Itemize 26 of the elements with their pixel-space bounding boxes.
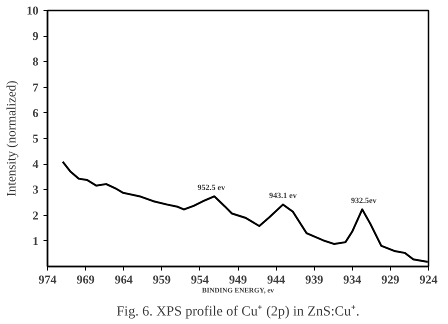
x-tick-label: 934 <box>343 272 362 286</box>
x-tick-label: 924 <box>420 272 438 286</box>
y-tick-label: 1 <box>32 234 38 248</box>
x-tick-label: 974 <box>38 272 56 286</box>
y-tick-label: 9 <box>32 29 38 44</box>
y-tick-label: 10 <box>26 4 38 18</box>
y-tick-label: 7 <box>32 80 38 94</box>
x-tick-label: 949 <box>229 272 247 286</box>
annotation: 952.5 ev <box>198 183 226 192</box>
x-tick-label: 944 <box>267 272 286 286</box>
annotation: 932.5ev <box>350 196 377 205</box>
y-axis-title: Intensity (normalized) <box>4 80 18 196</box>
x-tick-label: 929 <box>381 272 400 286</box>
x-tick-label: 964 <box>114 272 133 286</box>
x-tick-label: 954 <box>190 272 209 286</box>
x-tick-label: 939 <box>305 272 324 286</box>
y-tick-label: 6 <box>32 106 38 120</box>
annotation: 943.1 ev <box>269 190 297 200</box>
y-tick-label: 3 <box>32 182 38 197</box>
y-tick-label: 2 <box>32 208 38 222</box>
y-tick-label: 5 <box>32 132 38 146</box>
text: Fig. 6. XPS profile of Cu⁺ (2p) in ZnS:Cu⁺. <box>116 304 360 320</box>
y-tick-label: 4 <box>32 157 38 172</box>
x-tick-label: 959 <box>152 272 171 286</box>
y-tick-label: 8 <box>32 54 38 69</box>
x-tick-label: 969 <box>76 272 95 286</box>
